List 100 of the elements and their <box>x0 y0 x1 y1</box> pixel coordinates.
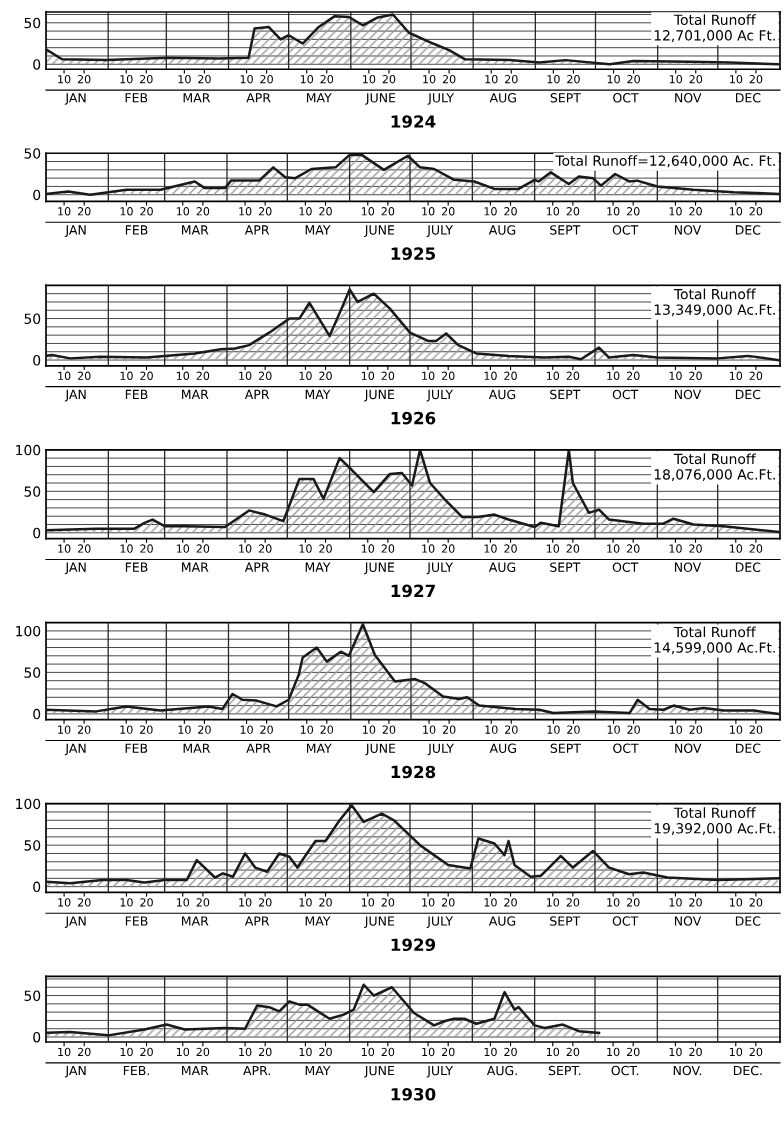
x2-tick-label: JULY <box>426 225 454 237</box>
x-tick-label: 10 <box>607 725 620 734</box>
x-tick-label: 20 <box>196 898 210 907</box>
x-tick-label: 10 <box>729 371 743 380</box>
x-tick-label: 10 <box>361 371 375 380</box>
x-tick-label: 20 <box>381 371 395 380</box>
x2-tick-label: MAY <box>305 1066 331 1076</box>
x-tick-label: 20 <box>566 544 580 553</box>
x-tick-label: 20 <box>566 1047 580 1057</box>
x-tick-label: 20 <box>566 207 580 216</box>
y-tick-label: 50 <box>24 17 41 29</box>
x-tick-label: 20 <box>258 1047 272 1057</box>
x2-tick-label: MAY <box>306 93 332 103</box>
x-tick-label: 20 <box>689 207 702 216</box>
x-tick-label: 20 <box>319 544 332 553</box>
x-tick-label: 20 <box>441 207 455 216</box>
x2-tick-label: OCT <box>613 743 639 753</box>
x2-tick-label: APR <box>246 93 271 103</box>
x-tick-label: 20 <box>626 1047 640 1057</box>
x-tick-label: 20 <box>77 75 91 84</box>
x-tick-label: 10 <box>176 544 190 553</box>
x-tick-label: 20 <box>381 207 395 216</box>
x2-tick-label: NOV. <box>673 1065 702 1076</box>
x-tick-label: 20 <box>749 898 763 907</box>
x-tick-label: 10 <box>120 1047 133 1057</box>
y-tick-label: 0 <box>33 189 41 201</box>
x-tick-label: 20 <box>442 75 456 84</box>
x-tick-label: 20 <box>196 371 210 380</box>
x-tick-label: 10 <box>300 725 314 734</box>
x-tick-label: 20 <box>567 75 580 84</box>
x-tick-label: 20 <box>504 544 517 553</box>
annotation: Total Runoff 18,076,000 Ac.Ft. <box>654 453 775 482</box>
x-tick-label: 20 <box>258 371 272 380</box>
x-tick-label: 20 <box>504 1047 517 1057</box>
x-tick-label: 20 <box>382 725 396 734</box>
x2-tick-label: DEC <box>735 225 761 235</box>
x-tick-label: 20 <box>140 1047 153 1057</box>
x-tick-label: 20 <box>320 75 334 84</box>
x-tick-label: 10 <box>299 207 312 216</box>
text: 1924 <box>391 115 436 128</box>
x-tick-label: 20 <box>320 725 334 734</box>
x-tick-label: 10 <box>240 725 253 734</box>
x-tick-label: 20 <box>381 1047 395 1057</box>
x-tick-label: 10 <box>240 75 253 84</box>
x-tick-label: 10 <box>423 75 436 84</box>
x-tick-label: 20 <box>627 75 640 84</box>
x-tick-label: 10 <box>484 898 497 907</box>
x2-tick-label: MAR <box>182 916 209 926</box>
x2-tick-label: NOV <box>674 562 702 572</box>
x-tick-label: 10 <box>58 75 71 84</box>
x2-tick-label: JAN <box>64 1066 86 1078</box>
x-tick-label: 20 <box>689 1047 702 1057</box>
x-tick-label: 10 <box>669 898 682 907</box>
x2-tick-label: SEPT. <box>548 1065 581 1076</box>
x-tick-label: 20 <box>626 544 640 553</box>
x-tick-label: 10 <box>669 207 682 216</box>
x-tick-label: 10 <box>299 544 312 553</box>
x-tick-label: 10 <box>120 725 133 734</box>
x2-tick-label: SEPT <box>550 225 581 235</box>
x-tick-label: 10 <box>669 725 683 734</box>
x-tick-label: 10 <box>422 898 435 907</box>
x2-tick-label: SEPT <box>550 916 581 926</box>
x2-tick-label: NOV <box>674 389 702 400</box>
x-tick-label: 10 <box>546 1047 560 1057</box>
x2-tick-label: JULY <box>427 93 454 105</box>
x-tick-label: 20 <box>441 544 455 553</box>
y-tick-label: 0 <box>33 708 41 720</box>
x2-tick-label: OCT. <box>611 1065 639 1076</box>
x2-tick-label: AUG <box>488 562 516 572</box>
x-tick-label: 20 <box>749 371 763 380</box>
x2-tick-label: MAY <box>305 562 331 572</box>
x-tick-label: 10 <box>120 544 133 553</box>
x-tick-label: 10 <box>422 371 435 380</box>
x2-tick-label: JUNE <box>364 562 395 575</box>
x-tick-label: 20 <box>140 75 153 84</box>
x-tick-label: 10 <box>361 207 375 216</box>
x-tick-label: 20 <box>319 898 332 907</box>
x-tick-label: 20 <box>504 207 517 216</box>
x-tick-label: 20 <box>626 371 640 380</box>
x2-tick-label: FEB <box>125 916 148 926</box>
x-tick-label: 10 <box>546 371 560 380</box>
x-tick-label: 20 <box>505 725 518 734</box>
x2-tick-label: JULY <box>426 389 454 402</box>
x-tick-label: 10 <box>176 898 190 907</box>
x-tick-label: 10 <box>669 544 682 553</box>
x2-tick-label: FEB <box>125 562 148 572</box>
x2-tick-label: MAR <box>183 93 211 103</box>
x2-tick-label: AUG <box>488 389 516 400</box>
x2-tick-label: JUNE <box>365 743 396 756</box>
x-tick-label: 10 <box>546 898 560 907</box>
y-tick-label: 50 <box>24 313 41 325</box>
x-tick-label: 20 <box>319 371 332 380</box>
x2-tick-label: AUG <box>489 93 516 103</box>
x-tick-label: 20 <box>77 725 91 734</box>
x-tick-label: 10 <box>422 207 435 216</box>
y-tick-label: 50 <box>24 990 41 1002</box>
x-tick-label: 10 <box>729 1047 743 1057</box>
x2-tick-label: FEB <box>125 389 148 399</box>
x-tick-label: 10 <box>176 1047 190 1057</box>
x2-tick-label: APR <box>244 225 270 235</box>
